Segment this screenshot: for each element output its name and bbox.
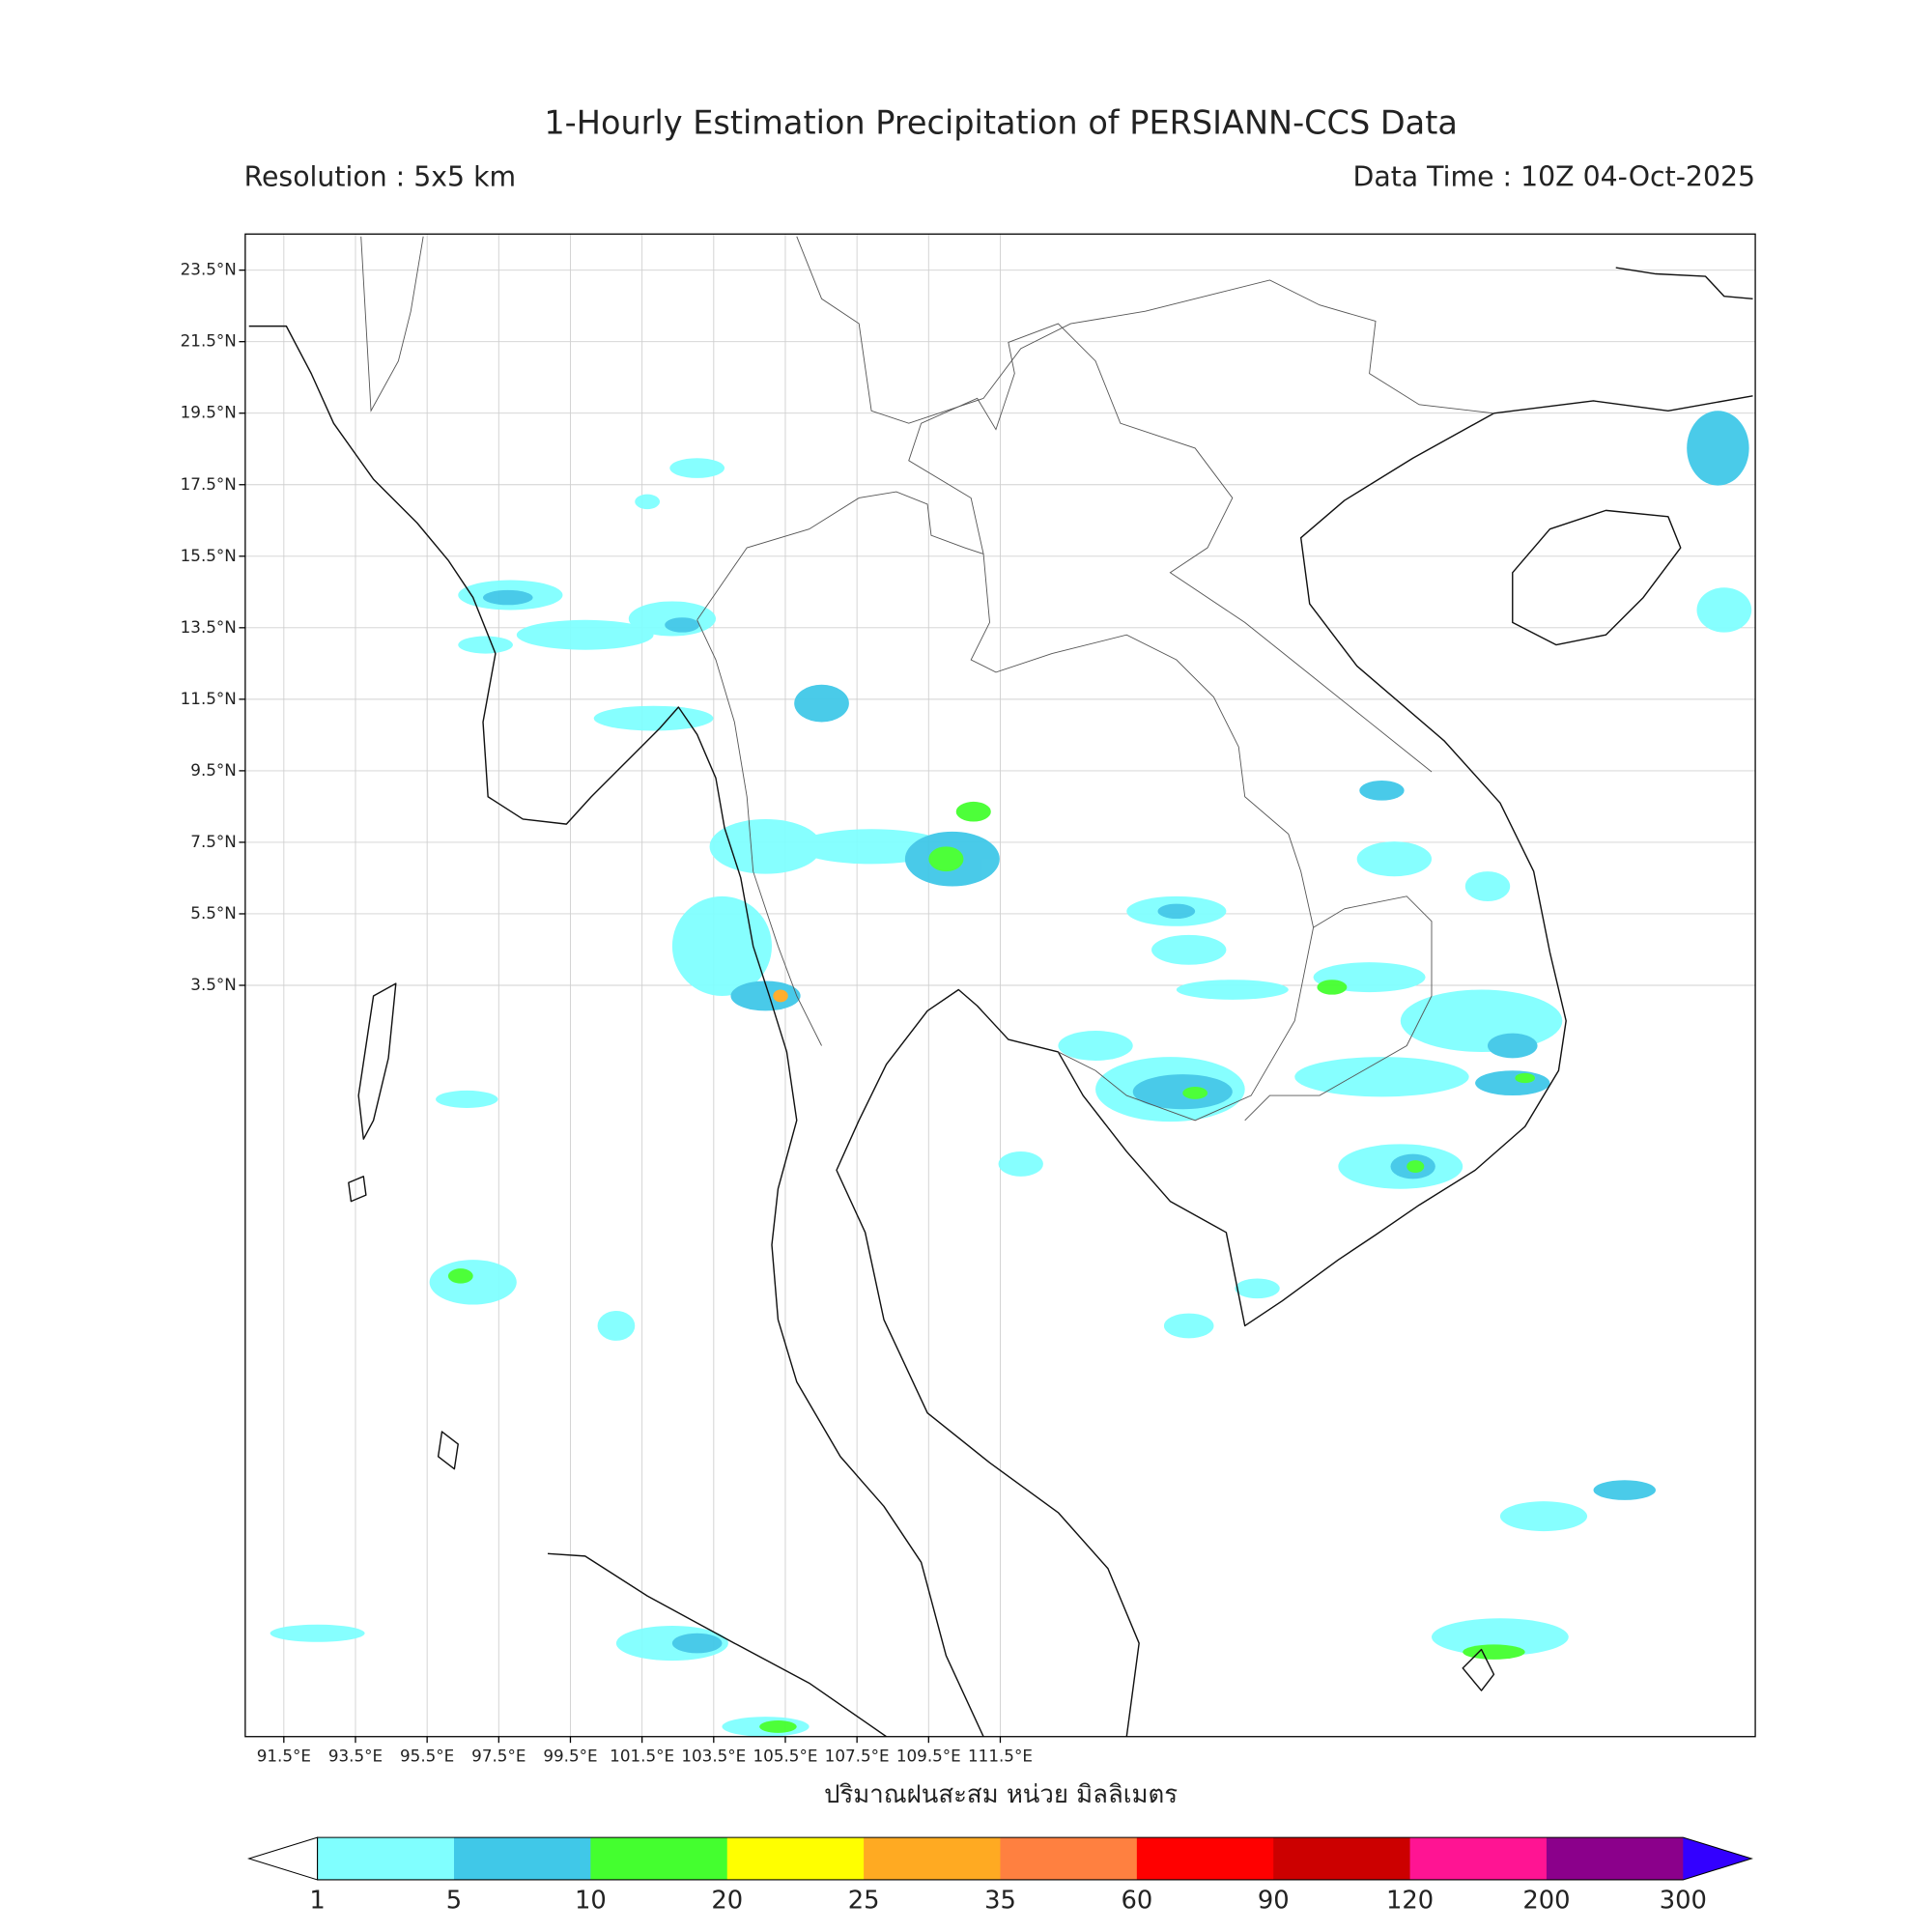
y-tick-label: 11.5°N — [181, 689, 237, 708]
colorbar-label: 25 — [848, 1886, 880, 1915]
map-frame — [244, 233, 1756, 1738]
colorbar-outline — [317, 1836, 1753, 1881]
y-tick-label: 21.5°N — [181, 331, 237, 351]
x-tick-label: 91.5°E — [257, 1746, 311, 1765]
colorbar-label: 200 — [1522, 1886, 1570, 1915]
figure-content: 1-Hourly Estimation Precipitation of PER… — [181, 103, 1756, 1915]
title: 1-Hourly Estimation Precipitation of PER… — [544, 103, 1458, 141]
x-tick-label: 95.5°E — [400, 1746, 454, 1765]
y-tick-label: 7.5°N — [190, 832, 237, 851]
graticule: 91.5°E 93.5°E 95.5°E 97.5°E 99.5°E 101.5°E 103… — [181, 234, 1756, 1765]
colorbar-label: 20 — [711, 1886, 743, 1915]
x-tick-label: 97.5°E — [471, 1746, 526, 1765]
colorbar-segment — [1409, 1837, 1548, 1880]
colorbar-label: 5 — [446, 1886, 462, 1915]
rain-areas — [270, 411, 1752, 1737]
x-tick-label: 109.5°E — [896, 1746, 961, 1765]
colorbar-segment — [726, 1837, 865, 1880]
colorbar-segment — [590, 1837, 728, 1880]
x-tick-label: 93.5°E — [328, 1746, 383, 1765]
y-tick-label: 3.5°N — [190, 975, 237, 994]
y-tick-label: 23.5°N — [181, 260, 237, 279]
colorbar-label: 90 — [1258, 1886, 1290, 1915]
y-tick-label: 13.5°N — [181, 617, 237, 637]
y-tick-label: 15.5°N — [181, 546, 237, 565]
y-tick-label: 5.5°N — [190, 903, 237, 923]
colorbar-segment — [1136, 1837, 1274, 1880]
x-tick-label: 111.5°E — [968, 1746, 1033, 1765]
y-tick-label: 9.5°N — [190, 760, 237, 780]
coastlines — [248, 267, 1753, 1737]
y-tick-label: 19.5°N — [181, 403, 237, 422]
colorbar-label: 300 — [1660, 1886, 1707, 1915]
colorbar-segment — [864, 1837, 1002, 1880]
x-tick-label: 105.5°E — [753, 1746, 818, 1765]
colorbar-segment — [317, 1837, 455, 1880]
colorbar-over — [1683, 1837, 1752, 1880]
colorbar-segment — [1273, 1837, 1411, 1880]
x-tick-label: 101.5°E — [610, 1746, 674, 1765]
x-axis-label: ปริมาณฝนสะสม หน่วย มิลลิเมตร — [824, 1780, 1178, 1809]
colorbar-label: 120 — [1386, 1886, 1434, 1915]
x-tick-label: 103.5°E — [681, 1746, 746, 1765]
y-tick-label: 17.5°N — [181, 474, 237, 494]
colorbar-segment — [1546, 1837, 1684, 1880]
borders — [360, 236, 1494, 1122]
colorbar-segment — [1000, 1837, 1138, 1880]
colorbar: 1 5 10 20 25 35 60 90 120 200 300 — [246, 1836, 1753, 1915]
x-tick-label: 99.5°E — [543, 1746, 597, 1765]
colorbar-under — [246, 1836, 319, 1881]
x-tick-label: 107.5°E — [825, 1746, 890, 1765]
colorbar-segment — [453, 1837, 592, 1880]
colorbar-label: 60 — [1121, 1886, 1152, 1915]
map-layers — [248, 236, 1753, 1737]
data-time: Data Time : 10Z 04-Oct-2025 — [1353, 160, 1756, 192]
resolution: Resolution : 5x5 km — [244, 160, 517, 192]
colorbar-label: 35 — [984, 1886, 1016, 1915]
colorbar-label: 10 — [575, 1886, 607, 1915]
colorbar-label: 1 — [309, 1886, 325, 1915]
